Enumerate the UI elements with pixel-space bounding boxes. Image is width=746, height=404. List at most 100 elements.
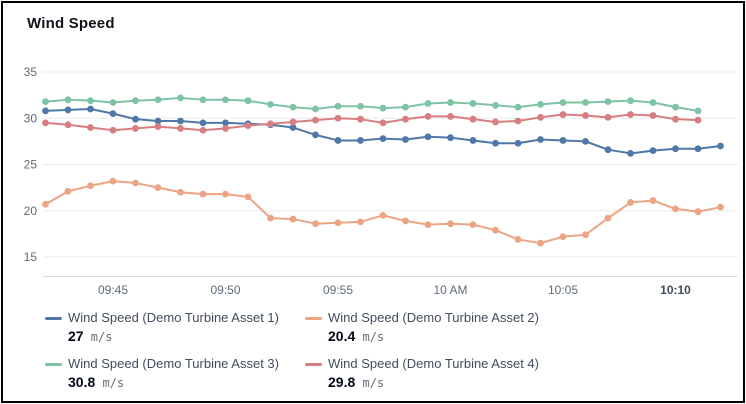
- data-point-asset-4: [694, 116, 702, 124]
- data-point-asset-1: [154, 117, 162, 125]
- chart-legend: Wind Speed (Demo Turbine Asset 1) 27 m/s W…: [45, 309, 539, 392]
- data-point-asset-3: [357, 102, 364, 110]
- data-point-asset-3: [154, 96, 162, 104]
- data-point-asset-1: [312, 131, 319, 139]
- y-tick-label-20: 20: [24, 204, 38, 218]
- data-point-asset-2: [717, 203, 724, 211]
- data-point-asset-2: [42, 200, 49, 208]
- data-point-asset-4: [492, 118, 499, 126]
- data-point-asset-3: [492, 101, 499, 109]
- legend-latest-value: 27: [68, 328, 84, 344]
- wind-speed-chart[interactable]: 35 30 25 20 15 09:45 09:50 09:55 10 AM 10:05 10:10: [3, 53, 746, 305]
- legend-item-value-row: 27 m/s: [45, 327, 305, 346]
- data-point-asset-2: [379, 211, 387, 219]
- data-point-asset-3: [649, 99, 657, 106]
- data-point-asset-4: [64, 121, 72, 129]
- data-point-asset-1: [109, 110, 117, 118]
- data-point-asset-4: [42, 119, 49, 127]
- data-point-asset-3: [334, 102, 342, 110]
- x-tick-label-09-55: 09:55: [323, 283, 353, 297]
- data-point-asset-1: [177, 117, 184, 125]
- data-point-asset-2: [694, 208, 702, 216]
- legend-item-asset-4: Wind Speed (Demo Turbine Asset 4) 29.8 m/…: [305, 355, 539, 392]
- data-point-asset-4: [672, 115, 679, 123]
- data-point-asset-2: [87, 182, 94, 190]
- y-tick-label-15: 15: [24, 250, 38, 264]
- legend-latest-value: 30.8: [68, 374, 96, 390]
- data-point-asset-1: [87, 105, 94, 113]
- legend-item-header: Wind Speed (Demo Turbine Asset 4): [305, 355, 539, 373]
- data-point-asset-4: [604, 113, 612, 121]
- data-point-asset-2: [559, 233, 567, 241]
- data-point-asset-1: [447, 134, 454, 142]
- legend-item-asset-1: Wind Speed (Demo Turbine Asset 1) 27 m/s: [45, 309, 305, 346]
- data-point-asset-1: [582, 137, 589, 145]
- data-point-asset-1: [717, 142, 724, 150]
- data-point-asset-4: [424, 113, 432, 120]
- data-point-asset-3: [199, 96, 207, 104]
- data-point-asset-1: [402, 136, 409, 143]
- data-point-asset-1: [694, 145, 702, 153]
- data-point-asset-3: [672, 103, 679, 111]
- series-line-asset-4: [44, 113, 699, 132]
- data-point-asset-1: [199, 119, 207, 127]
- data-point-asset-2: [312, 220, 319, 228]
- data-point-asset-2: [334, 219, 342, 227]
- data-point-asset-2: [672, 205, 679, 213]
- data-point-asset-1: [492, 139, 499, 147]
- x-tick-label-10-AM: 10 AM: [433, 283, 467, 297]
- data-point-asset-4: [469, 115, 477, 123]
- data-point-asset-4: [514, 117, 522, 125]
- data-point-asset-1: [379, 135, 387, 142]
- data-point-asset-3: [424, 100, 432, 107]
- series-color-dash-icon: [45, 316, 62, 320]
- data-point-asset-4: [649, 112, 657, 119]
- data-point-asset-1: [64, 106, 72, 114]
- legend-unit: m/s: [95, 376, 125, 390]
- data-point-asset-3: [559, 99, 567, 106]
- data-point-asset-2: [267, 214, 274, 222]
- data-point-asset-1: [672, 145, 679, 153]
- y-tick-label-25: 25: [24, 158, 38, 172]
- x-tick-label-10-05: 10:05: [548, 283, 578, 297]
- data-point-asset-4: [109, 126, 117, 134]
- data-point-asset-4: [334, 114, 342, 122]
- data-point-asset-1: [42, 107, 49, 115]
- data-point-asset-4: [582, 112, 589, 119]
- data-point-asset-4: [627, 111, 634, 118]
- data-point-asset-1: [424, 133, 432, 141]
- data-point-asset-3: [177, 94, 184, 102]
- data-point-asset-4: [267, 120, 274, 128]
- data-point-asset-3: [267, 100, 274, 108]
- legend-item-value-row: 30.8 m/s: [45, 373, 305, 392]
- data-point-asset-1: [649, 147, 657, 155]
- data-point-asset-1: [357, 137, 364, 144]
- data-point-asset-2: [582, 231, 589, 239]
- data-point-asset-3: [694, 107, 702, 115]
- data-point-asset-3: [627, 97, 634, 105]
- data-point-asset-3: [109, 99, 117, 106]
- data-point-asset-4: [402, 115, 409, 123]
- data-point-asset-3: [244, 97, 252, 105]
- data-point-asset-1: [514, 139, 522, 147]
- x-tick-label-10-10: 10:10: [660, 283, 691, 297]
- legend-latest-value: 29.8: [328, 374, 356, 390]
- series-color-dash-icon: [305, 362, 322, 366]
- data-point-asset-1: [132, 115, 139, 123]
- data-point-asset-2: [424, 221, 432, 229]
- legend-item-header: Wind Speed (Demo Turbine Asset 3): [45, 355, 305, 373]
- data-point-asset-2: [447, 220, 454, 228]
- data-point-asset-4: [357, 115, 364, 123]
- legend-latest-value: 20.4: [328, 328, 356, 344]
- data-point-asset-1: [627, 150, 634, 157]
- data-point-asset-3: [402, 103, 409, 111]
- data-point-asset-2: [604, 214, 612, 222]
- data-point-asset-1: [334, 137, 342, 144]
- legend-unit: m/s: [355, 330, 385, 344]
- data-point-asset-2: [357, 218, 364, 226]
- data-point-asset-2: [177, 188, 184, 196]
- data-point-asset-3: [537, 100, 544, 108]
- legend-item-value-row: 29.8 m/s: [305, 373, 539, 392]
- data-point-asset-2: [199, 190, 207, 198]
